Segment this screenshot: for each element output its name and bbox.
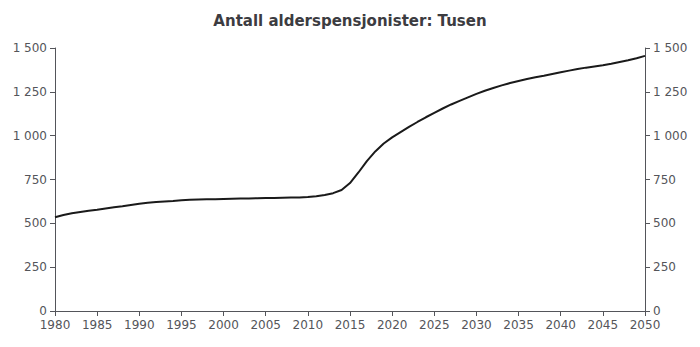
svg-text:1 500: 1 500 xyxy=(13,41,47,55)
svg-text:2035: 2035 xyxy=(503,318,534,332)
svg-text:250: 250 xyxy=(653,260,676,274)
svg-text:2015: 2015 xyxy=(335,318,366,332)
svg-text:2040: 2040 xyxy=(545,318,576,332)
svg-text:0: 0 xyxy=(653,304,661,318)
svg-text:1995: 1995 xyxy=(166,318,197,332)
svg-text:750: 750 xyxy=(24,173,47,187)
svg-text:1990: 1990 xyxy=(124,318,155,332)
svg-text:250: 250 xyxy=(24,260,47,274)
svg-text:2030: 2030 xyxy=(461,318,492,332)
svg-text:2025: 2025 xyxy=(419,318,450,332)
svg-text:750: 750 xyxy=(653,173,676,187)
svg-text:1980: 1980 xyxy=(40,318,71,332)
svg-text:2000: 2000 xyxy=(208,318,239,332)
svg-text:2045: 2045 xyxy=(588,318,619,332)
svg-text:1 250: 1 250 xyxy=(653,85,687,99)
svg-text:2010: 2010 xyxy=(293,318,324,332)
svg-text:Antall alderspensjonister: Tus: Antall alderspensjonister: Tusen xyxy=(213,12,486,30)
svg-text:2005: 2005 xyxy=(250,318,281,332)
svg-text:500: 500 xyxy=(653,216,676,230)
svg-text:500: 500 xyxy=(24,216,47,230)
svg-text:2020: 2020 xyxy=(377,318,408,332)
svg-text:1 000: 1 000 xyxy=(653,129,687,143)
svg-text:2050: 2050 xyxy=(630,318,661,332)
svg-text:1 000: 1 000 xyxy=(13,129,47,143)
svg-text:1985: 1985 xyxy=(82,318,113,332)
svg-text:1 500: 1 500 xyxy=(653,41,687,55)
svg-text:1 250: 1 250 xyxy=(13,85,47,99)
svg-text:0: 0 xyxy=(39,304,47,318)
